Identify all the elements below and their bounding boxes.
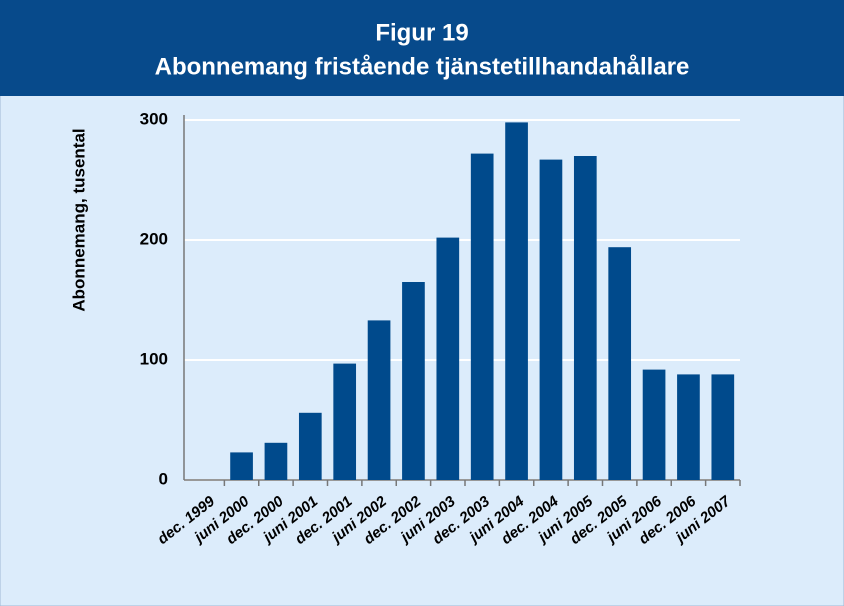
bar [436, 237, 460, 480]
bar [402, 282, 425, 480]
bar [230, 452, 253, 480]
bar [470, 153, 494, 480]
y-axis-label: Abonnemang, tusental [69, 128, 88, 311]
header [0, 0, 844, 96]
bar [608, 247, 632, 480]
y-tick-label: 100 [140, 349, 168, 368]
bar [264, 442, 288, 480]
y-tick-label: 300 [140, 109, 168, 128]
bar [573, 156, 597, 480]
bar [539, 159, 563, 480]
chart-title: Figur 19 [375, 19, 468, 46]
bar [711, 374, 735, 480]
bar [505, 122, 528, 481]
bar [367, 320, 391, 480]
bar [642, 369, 666, 480]
bar [298, 412, 322, 480]
bar [677, 374, 700, 480]
chart-subtitle: Abonnemang fristående tjänstetillhandahå… [155, 53, 690, 80]
y-tick-label: 200 [140, 229, 168, 248]
bar [333, 363, 357, 480]
y-tick-label: 0 [159, 469, 168, 488]
